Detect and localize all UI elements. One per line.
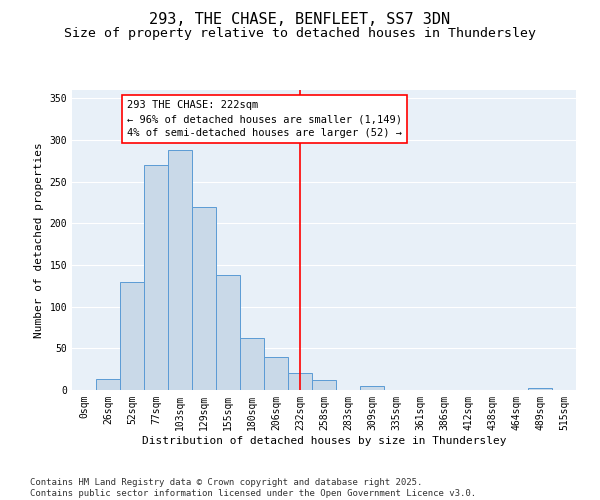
Text: 293 THE CHASE: 222sqm
← 96% of detached houses are smaller (1,149)
4% of semi-de: 293 THE CHASE: 222sqm ← 96% of detached … — [127, 100, 402, 138]
Text: Size of property relative to detached houses in Thundersley: Size of property relative to detached ho… — [64, 28, 536, 40]
Bar — [120, 282, 144, 390]
Bar — [192, 206, 216, 390]
Bar — [312, 380, 336, 390]
Bar — [144, 165, 168, 390]
Text: 293, THE CHASE, BENFLEET, SS7 3DN: 293, THE CHASE, BENFLEET, SS7 3DN — [149, 12, 451, 28]
Bar — [360, 386, 384, 390]
Bar — [240, 338, 264, 390]
Bar — [96, 379, 120, 390]
Text: Contains HM Land Registry data © Crown copyright and database right 2025.
Contai: Contains HM Land Registry data © Crown c… — [30, 478, 476, 498]
Bar — [528, 388, 552, 390]
X-axis label: Distribution of detached houses by size in Thundersley: Distribution of detached houses by size … — [142, 436, 506, 446]
Bar — [288, 374, 312, 390]
Bar — [264, 356, 288, 390]
Y-axis label: Number of detached properties: Number of detached properties — [34, 142, 44, 338]
Bar — [168, 150, 192, 390]
Bar — [216, 275, 240, 390]
